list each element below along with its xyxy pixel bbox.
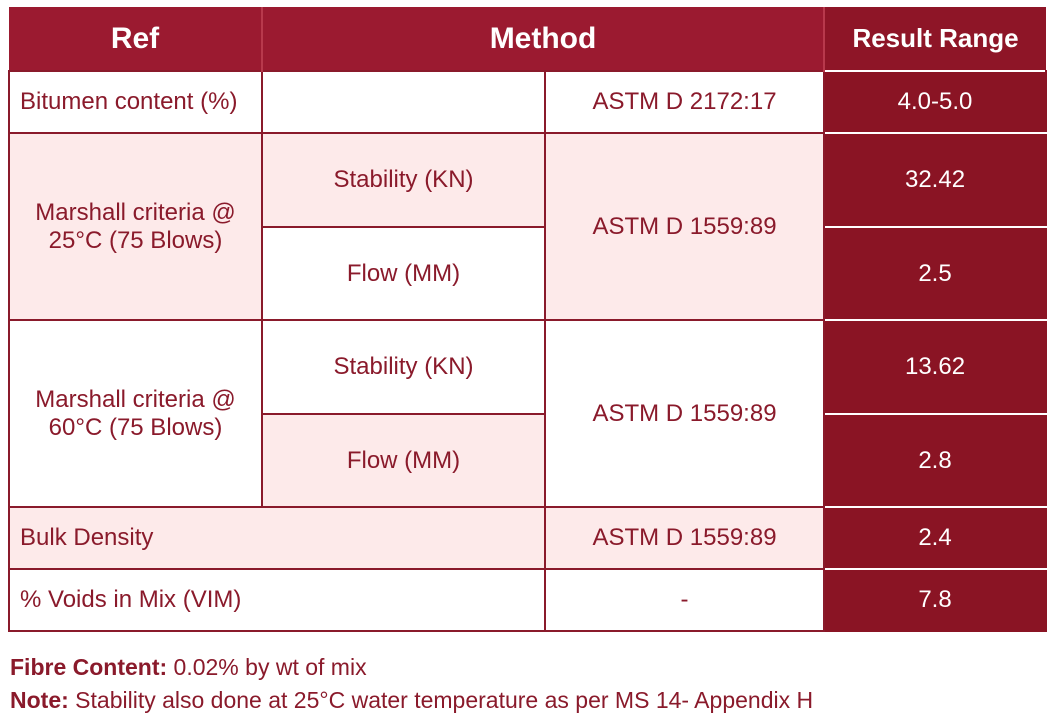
- notes-block: Fibre Content: 0.02% by wt of mix Note: …: [10, 651, 813, 717]
- table-row-bulk-density: Bulk Density ASTM D 1559:89 2.4: [8, 506, 1048, 570]
- table-header-row: Ref Method Result Range: [9, 7, 1047, 71]
- table-row-marshall25-stability: Marshall criteria @ 25°C (75 Blows) Stab…: [8, 132, 1048, 321]
- header-ref: Ref: [9, 7, 263, 71]
- marshall25-ref: Marshall criteria @ 25°C (75 Blows): [8, 132, 263, 321]
- marshall25-stability-label: Stability (KN): [261, 132, 546, 228]
- voids-method: -: [543, 568, 826, 632]
- note-label: Note:: [10, 687, 69, 713]
- bulk-density-method: ASTM D 1559:89: [543, 506, 826, 570]
- marshall60-flow-result: 2.8: [823, 413, 1048, 508]
- fibre-content-note: Fibre Content: 0.02% by wt of mix: [10, 651, 813, 684]
- bitumen-method: ASTM D 2172:17: [543, 70, 826, 134]
- table-row-marshall60-flow: Flow (MM) 2.8: [9, 413, 1048, 508]
- marshall60-flow-label: Flow (MM): [261, 413, 546, 508]
- marshall25-flow-result: 2.5: [823, 226, 1048, 321]
- spec-table: Ref Method Result Range Bitumen content …: [8, 7, 1048, 632]
- table-row-voids: % Voids in Mix (VIM) - 7.8: [8, 568, 1048, 632]
- marshall25-method: ASTM D 1559:89: [543, 132, 826, 321]
- note-text: Stability also done at 25°C water temper…: [68, 687, 814, 713]
- marshall60-method: ASTM D 1559:89: [543, 319, 826, 508]
- table-row-marshall25-flow: Flow (MM) 2.5: [9, 226, 1048, 321]
- bulk-density-ref: Bulk Density: [8, 506, 546, 570]
- fibre-content-text: 0.02% by wt of mix: [167, 654, 367, 680]
- header-result-range: Result Range: [824, 7, 1047, 71]
- marshall60-stability-label: Stability (KN): [261, 319, 546, 415]
- marshall60-stability-result: 13.62: [823, 319, 1048, 415]
- voids-result: 7.8: [823, 568, 1048, 632]
- fibre-content-label: Fibre Content:: [10, 654, 168, 680]
- header-method: Method: [262, 7, 826, 71]
- voids-ref: % Voids in Mix (VIM): [8, 568, 546, 632]
- stability-note: Note: Stability also done at 25°C water …: [10, 684, 813, 717]
- marshall25-flow-label: Flow (MM): [261, 226, 546, 321]
- bitumen-result: 4.0-5.0: [823, 70, 1048, 134]
- bulk-density-result: 2.4: [823, 506, 1048, 570]
- table-row-marshall60-stability: Marshall criteria @ 60°C (75 Blows) Stab…: [8, 319, 1048, 508]
- marshall25-stability-result: 32.42: [823, 132, 1048, 228]
- table-row-bitumen: Bitumen content (%) ASTM D 2172:17 4.0-5…: [8, 70, 1048, 134]
- bitumen-ref: Bitumen content (%): [8, 70, 263, 134]
- bitumen-sub: [261, 70, 546, 134]
- marshall60-ref: Marshall criteria @ 60°C (75 Blows): [8, 319, 263, 508]
- spec-table-container: Ref Method Result Range Bitumen content …: [8, 7, 1048, 632]
